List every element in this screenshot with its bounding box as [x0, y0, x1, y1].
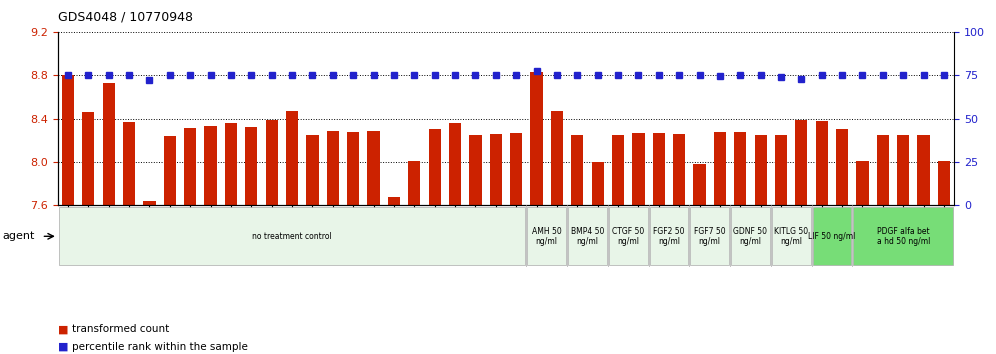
Bar: [449, 123, 461, 205]
Text: CTGF 50
ng/ml: CTGF 50 ng/ml: [613, 227, 644, 246]
Bar: [225, 123, 237, 205]
Bar: [734, 132, 746, 205]
Bar: [755, 135, 767, 205]
Bar: [612, 135, 624, 205]
Bar: [531, 72, 543, 205]
Bar: [816, 121, 828, 205]
Bar: [59, 207, 525, 266]
Text: GDS4048 / 10770948: GDS4048 / 10770948: [58, 11, 193, 24]
Bar: [917, 135, 929, 205]
Bar: [897, 135, 909, 205]
Text: FGF2 50
ng/ml: FGF2 50 ng/ml: [653, 227, 684, 246]
Bar: [327, 131, 339, 205]
Bar: [690, 207, 729, 266]
Bar: [714, 132, 726, 205]
Bar: [368, 131, 379, 205]
Bar: [652, 133, 665, 205]
Text: ■: ■: [58, 342, 69, 352]
Bar: [469, 135, 481, 205]
Bar: [609, 207, 647, 266]
Text: transformed count: transformed count: [72, 324, 169, 334]
Bar: [266, 120, 278, 205]
Bar: [551, 111, 563, 205]
Bar: [143, 201, 155, 205]
Bar: [62, 75, 74, 205]
Bar: [649, 207, 688, 266]
Text: FGF7 50
ng/ml: FGF7 50 ng/ml: [694, 227, 725, 246]
Bar: [795, 120, 808, 205]
Bar: [876, 135, 889, 205]
Text: no treatment control: no treatment control: [252, 232, 332, 241]
Bar: [813, 207, 852, 266]
Text: ■: ■: [58, 324, 69, 334]
Bar: [571, 135, 584, 205]
Bar: [632, 133, 644, 205]
Bar: [854, 207, 953, 266]
Text: agent: agent: [2, 231, 35, 241]
Bar: [731, 207, 770, 266]
Text: BMP4 50
ng/ml: BMP4 50 ng/ml: [571, 227, 605, 246]
Bar: [163, 136, 176, 205]
Bar: [245, 127, 257, 205]
Bar: [857, 161, 869, 205]
Bar: [408, 161, 420, 205]
Text: KITLG 50
ng/ml: KITLG 50 ng/ml: [774, 227, 808, 246]
Bar: [490, 134, 502, 205]
Bar: [592, 162, 604, 205]
Bar: [387, 197, 400, 205]
Text: LIF 50 ng/ml: LIF 50 ng/ml: [808, 232, 856, 241]
Bar: [693, 164, 705, 205]
Text: PDGF alfa bet
a hd 50 ng/ml: PDGF alfa bet a hd 50 ng/ml: [876, 227, 930, 246]
Bar: [184, 129, 196, 205]
Bar: [307, 135, 319, 205]
Text: GDNF 50
ng/ml: GDNF 50 ng/ml: [733, 227, 768, 246]
Bar: [568, 207, 607, 266]
Bar: [938, 161, 950, 205]
Bar: [510, 133, 522, 205]
Bar: [83, 112, 95, 205]
Bar: [286, 111, 298, 205]
Bar: [775, 135, 787, 205]
Text: AMH 50
ng/ml: AMH 50 ng/ml: [532, 227, 562, 246]
Text: percentile rank within the sample: percentile rank within the sample: [72, 342, 248, 352]
Bar: [204, 126, 217, 205]
Bar: [347, 132, 360, 205]
Bar: [836, 130, 849, 205]
Bar: [772, 207, 811, 266]
Bar: [428, 130, 441, 205]
Bar: [123, 122, 135, 205]
Bar: [527, 207, 566, 266]
Bar: [103, 83, 115, 205]
Bar: [673, 134, 685, 205]
